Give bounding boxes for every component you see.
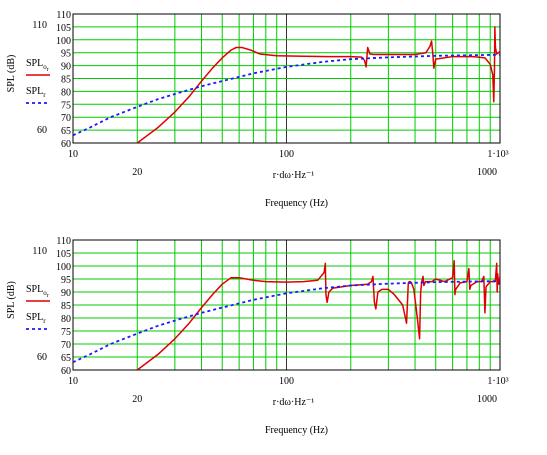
y-tick-label: 90 [61,62,71,73]
y-axis-label: SPL (dB) [6,55,17,93]
x-tick-label: 100 [279,376,294,387]
y-tick-label: 100 [56,36,71,47]
x-tick-label: 10 [68,376,78,387]
x-extra-label: 1000 [477,394,497,405]
x-tick-label: 1·10³ [487,376,508,387]
y-tick-label: 105 [56,23,71,34]
grid-lines [73,14,500,143]
legend-item: SPLr [26,312,50,330]
y-axis-label: SPL (dB) [6,281,17,319]
x-tick-label: 1·10³ [487,149,508,160]
y-tick-label: 110 [56,10,71,21]
x-axis-label: r·dω·Hz⁻¹ [273,397,315,408]
y-tick-label: 105 [56,249,71,260]
y-tick-label: 70 [61,113,71,124]
y-tick-label: 90 [61,288,71,299]
y-tick-label: 65 [61,126,71,137]
x-extra-label: 20 [132,394,142,405]
legend-label: SPLr [26,312,46,325]
grid-lines [73,240,500,370]
y-tick-label: 100 [56,262,71,273]
x-axis-title: Frequency (Hz) [265,425,328,436]
legend-item: SPLr [26,86,50,104]
x-axis-title: Frequency (Hz) [265,198,328,209]
series-line-splr [73,280,500,364]
y-tick-label: 110 [56,236,71,247]
legend-label: SPLor [26,58,49,73]
y-tick-label: 75 [61,327,71,338]
chart-panel-2: 60 65 70 75 80 85 90 95 100 105 110 60 110 10 100 1·10³… [6,236,509,436]
x-extra-label: 20 [132,167,142,178]
x-tick-labels: 10 100 1·10³ [68,376,509,387]
y-tick-label: 60 [61,366,71,377]
x-extra-label: 1000 [477,167,497,178]
plot-frame [72,239,501,371]
y-extra-label: 110 [32,246,47,257]
y-extra-label: 60 [37,352,47,363]
y-tick-label: 75 [61,100,71,111]
legend-item: SPLor [26,284,50,302]
plot-frame [72,13,501,144]
y-tick-label: 80 [61,314,71,325]
y-tick-label: 85 [61,301,71,312]
legend-label: SPLor [26,284,49,299]
x-tick-label: 100 [279,149,294,160]
y-tick-label: 85 [61,75,71,86]
y-extra-label: 110 [32,20,47,31]
y-tick-labels: 60 65 70 75 80 85 90 95 100 105 110 [56,236,71,377]
legend: SPLor SPLr [26,284,50,330]
legend: SPLor SPLr [26,58,50,104]
x-tick-labels: 10 100 1·10³ [68,149,509,160]
y-tick-label: 60 [61,139,71,150]
x-axis-label: r·dω·Hz⁻¹ [273,170,315,181]
y-tick-label: 95 [61,49,71,60]
y-tick-label: 65 [61,353,71,364]
series-line-splr [73,53,500,137]
legend-item: SPLor [26,58,50,76]
y-extra-label: 60 [37,125,47,136]
series-line-splo-r [136,26,500,143]
y-tick-label: 70 [61,340,71,351]
y-tick-label: 95 [61,275,71,286]
legend-label: SPLr [26,86,46,99]
y-tick-label: 80 [61,87,71,98]
x-tick-label: 10 [68,149,78,160]
